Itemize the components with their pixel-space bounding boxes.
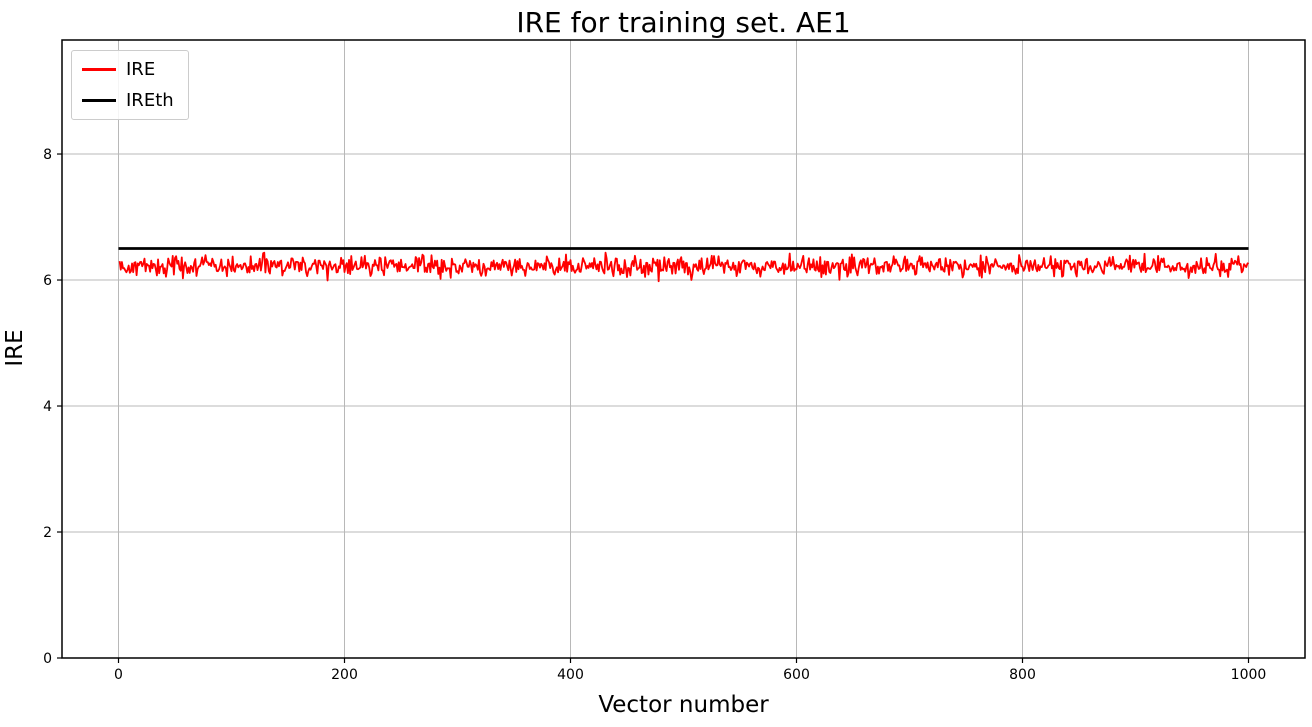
series-ire: [118, 251, 1250, 283]
legend: IRE IREth: [71, 50, 189, 120]
y-axis-label: IRE: [2, 329, 28, 367]
y-tick-label: 2: [43, 525, 52, 541]
x-tick-label: 600: [783, 667, 810, 683]
x-axis-label: Vector number: [598, 692, 769, 718]
y-tick-label: 4: [43, 399, 52, 415]
axes-box: [61, 39, 1306, 659]
x-tick-label: 1000: [1231, 667, 1267, 683]
y-tick-label: 0: [43, 651, 52, 667]
legend-label-ire: IRE: [126, 59, 156, 80]
x-tick-label: 0: [114, 667, 123, 683]
legend-line-sample-ireth: [82, 99, 116, 102]
y-tick-label: 8: [43, 147, 52, 163]
legend-item-ireth: IREth: [82, 90, 174, 111]
x-tick-label: 200: [331, 667, 358, 683]
legend-item-ire: IRE: [82, 59, 174, 80]
x-tick-label: 400: [557, 667, 584, 683]
y-tick-label: 6: [43, 273, 52, 289]
legend-label-ireth: IREth: [126, 90, 174, 111]
legend-line-sample-ire: [82, 68, 116, 71]
chart-title: IRE for training set. AE1: [516, 6, 851, 39]
x-tick-label: 800: [1009, 667, 1036, 683]
